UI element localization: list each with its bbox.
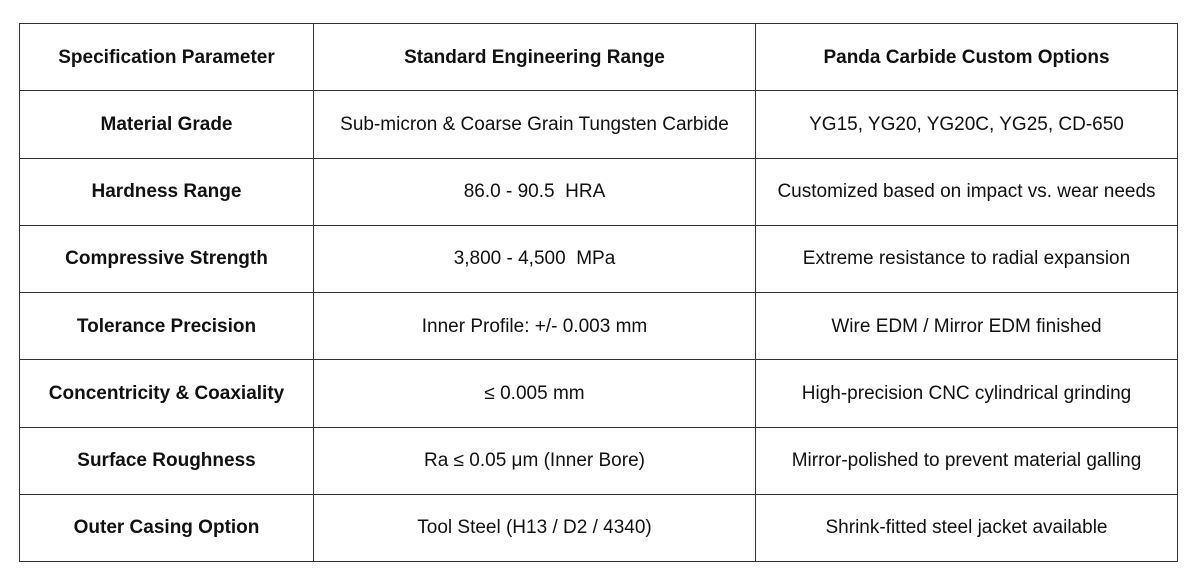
parameter-cell: Surface Roughness xyxy=(19,426,314,495)
value-cell: 3,800 - 4,500 MPa xyxy=(313,224,756,294)
spec-table: Specification Parameter Standard Engineer… xyxy=(19,22,1178,563)
header-row: Specification Parameter Standard Engineer… xyxy=(19,22,1178,92)
parameter-cell: Hardness Range xyxy=(19,157,314,226)
parameter-cell: Material Grade xyxy=(19,90,314,159)
value-cell: Sub-micron & Coarse Grain Tungsten Carbi… xyxy=(313,90,756,159)
header-cell: Panda Carbide Custom Options xyxy=(755,22,1178,92)
parameter-cell: Tolerance Precision xyxy=(19,291,314,361)
value-cell: YG15, YG20, YG20C, YG25, CD-650 xyxy=(755,90,1178,159)
value-cell: Shrink-fitted steel jacket available xyxy=(755,493,1178,563)
parameter-cell: Concentricity & Coaxiality xyxy=(19,359,314,428)
value-cell: Extreme resistance to radial expansion xyxy=(755,224,1178,294)
value-cell: Ra ≤ 0.05 μm (Inner Bore) xyxy=(313,426,756,495)
table-row: Material Grade Sub-micron & Coarse Grain … xyxy=(19,90,1178,159)
value-cell: Wire EDM / Mirror EDM finished xyxy=(755,291,1178,361)
header-cell: Specification Parameter xyxy=(19,22,314,92)
table-row: Concentricity & Coaxiality ≤ 0.005 mm High… xyxy=(19,359,1178,428)
parameter-cell: Compressive Strength xyxy=(19,224,314,294)
table-row: Outer Casing Option Tool Steel (H13 / D2 … xyxy=(19,493,1178,563)
header-cell: Standard Engineering Range xyxy=(313,22,756,92)
value-cell: High-precision CNC cylindrical grinding xyxy=(755,359,1178,428)
value-cell: Customized based on impact vs. wear need… xyxy=(755,157,1178,226)
table-row: Hardness Range 86.0 - 90.5 HRA Customized … xyxy=(19,157,1178,226)
value-cell: Mirror-polished to prevent material gall… xyxy=(755,426,1178,495)
parameter-cell: Outer Casing Option xyxy=(19,493,314,563)
table-row: Tolerance Precision Inner Profile: +/- 0.… xyxy=(19,291,1178,361)
table-row: Surface Roughness Ra ≤ 0.05 μm (Inner Bor… xyxy=(19,426,1178,495)
value-cell: Inner Profile: +/- 0.003 mm xyxy=(313,291,756,361)
table-row: Compressive Strength 3,800 - 4,500 MPa Ext… xyxy=(19,224,1178,294)
value-cell: ≤ 0.005 mm xyxy=(313,359,756,428)
value-cell: 86.0 - 90.5 HRA xyxy=(313,157,756,226)
value-cell: Tool Steel (H13 / D2 / 4340) xyxy=(313,493,756,563)
